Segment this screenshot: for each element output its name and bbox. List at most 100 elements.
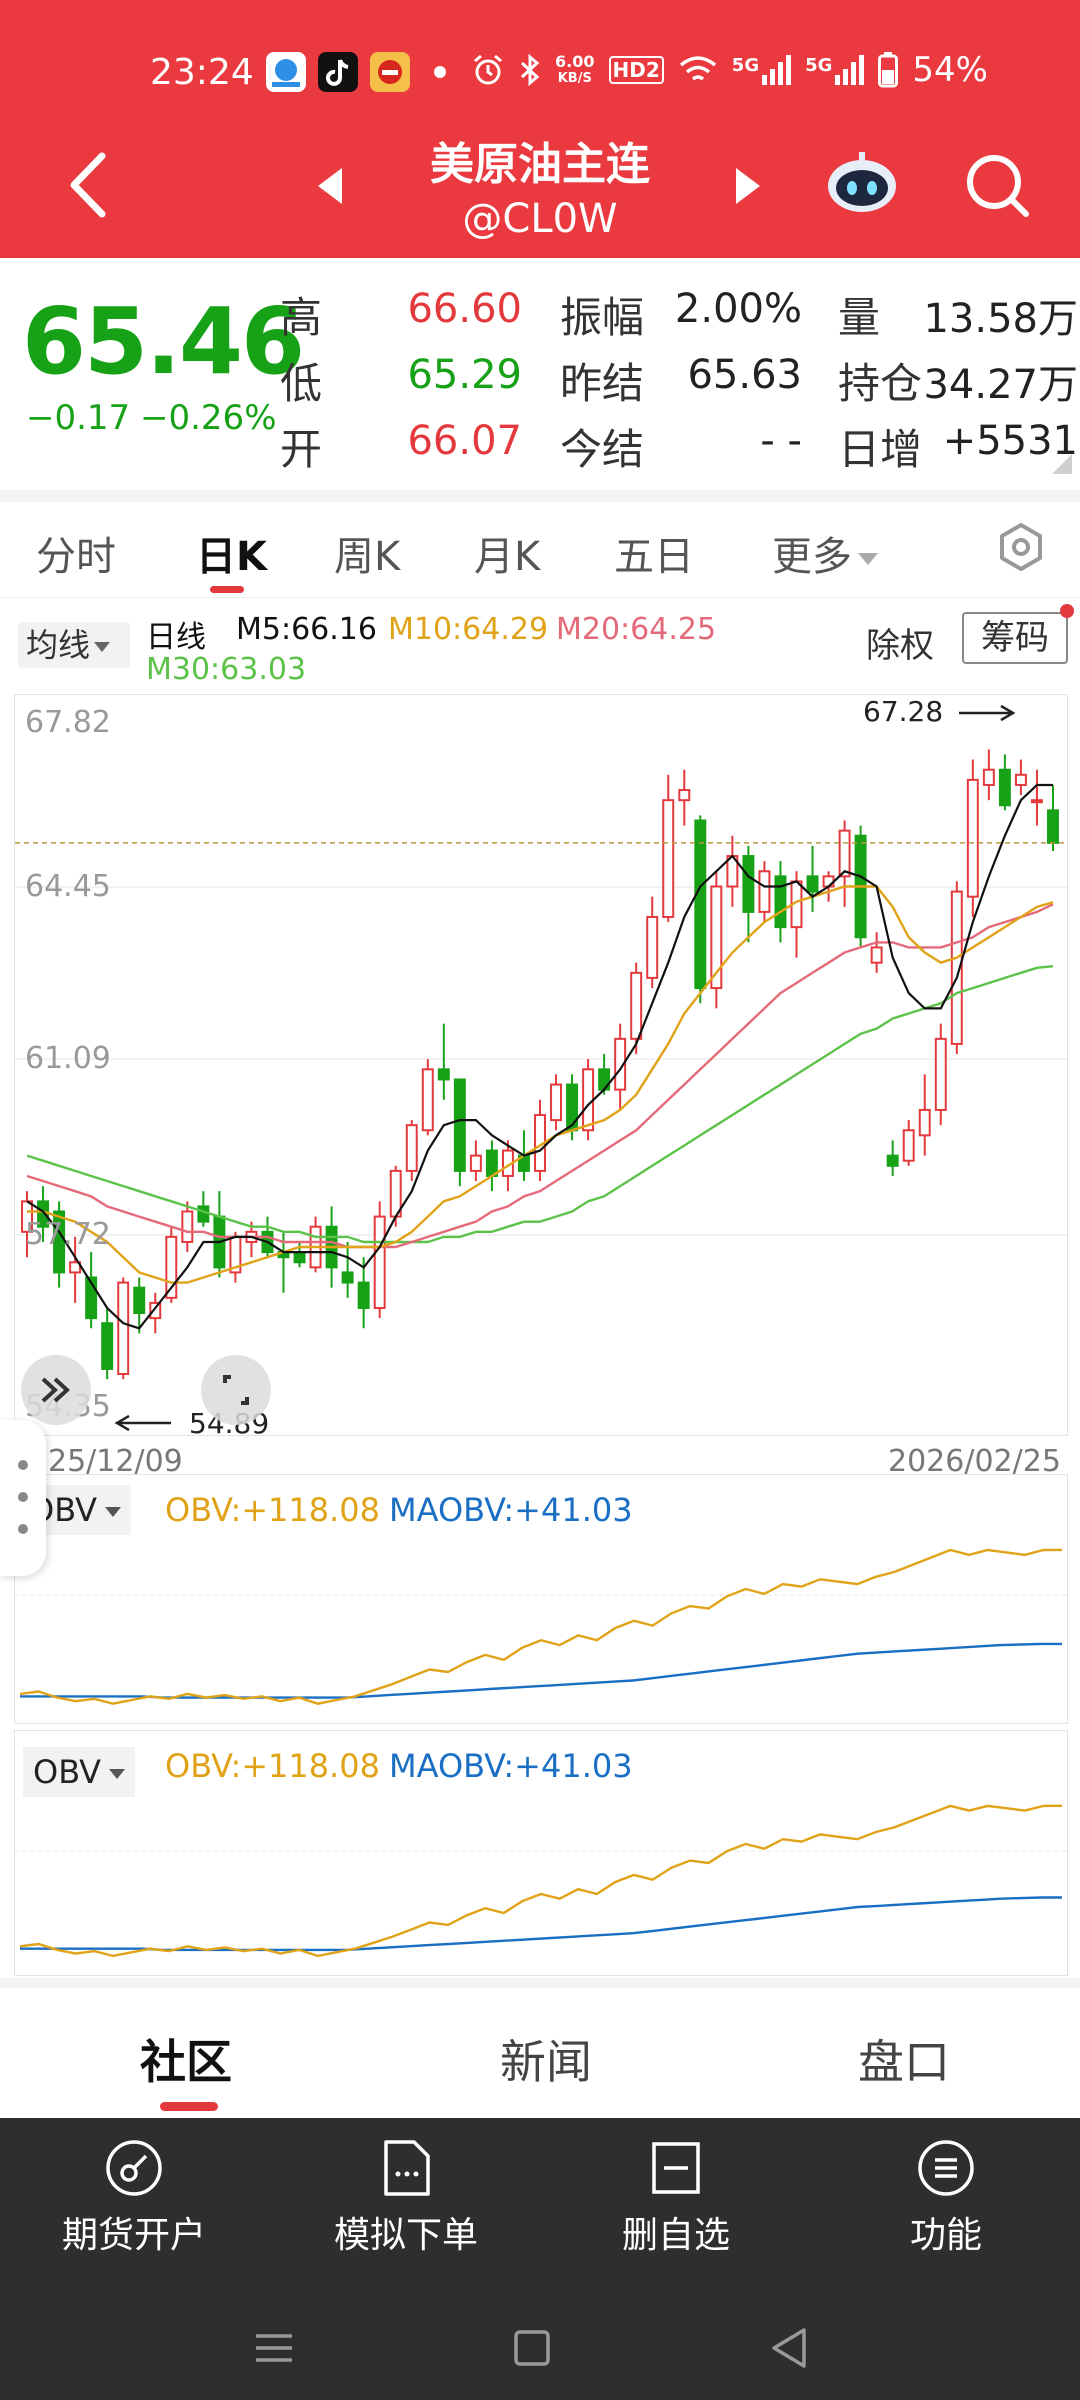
candle-body (293, 1251, 306, 1264)
ma30-value: M30:63.03 (146, 652, 307, 687)
simulated-order-button[interactable]: 模拟下单 (296, 2138, 516, 2258)
prev-settle-value: 65.63 (687, 352, 802, 398)
status-dot-icon (434, 66, 446, 78)
tab-daily-k[interactable]: 日K (196, 534, 267, 580)
system-home-icon[interactable] (502, 2318, 562, 2378)
candle-body (774, 875, 787, 929)
collapse-panel-button[interactable] (21, 1355, 91, 1425)
open-account-button[interactable]: 期货开户 (24, 2138, 244, 2258)
dot-icon (18, 1524, 28, 1534)
low-value: 65.29 (407, 352, 522, 398)
candle-body (566, 1083, 579, 1132)
candle-body (197, 1205, 210, 1223)
candle-body (69, 1261, 82, 1274)
low-label: 低 (280, 359, 323, 408)
tab-more[interactable]: 更多 (772, 524, 878, 582)
robot-assistant-icon[interactable] (824, 150, 900, 214)
ma5-value: M5:66.16 (236, 612, 377, 647)
tab-news[interactable]: 新闻 (500, 2035, 592, 2089)
candle-body (982, 768, 995, 786)
high-value: 66.60 (407, 286, 522, 332)
candle-body (918, 1108, 931, 1137)
candle-body (1014, 773, 1027, 786)
functions-button[interactable]: 功能 (836, 2138, 1056, 2258)
candle-body (614, 1037, 627, 1091)
candle-body (886, 1154, 899, 1167)
candle-body (966, 778, 979, 898)
period-label: 日线 (146, 620, 206, 655)
candle-body (165, 1235, 178, 1299)
candle-body (405, 1124, 418, 1172)
obv-panel-1[interactable]: OBV OBV:+118.08 MAOBV:+41.03 (14, 1474, 1068, 1724)
obv-svg (15, 1548, 1067, 1705)
back-arrow-icon[interactable] (60, 150, 120, 220)
tab-weekly-k[interactable]: 周K (334, 534, 401, 580)
candle-body (373, 1215, 386, 1309)
prev-contract-icon[interactable] (318, 168, 342, 204)
obv-value: OBV:+118.08 (165, 1491, 380, 1529)
app-header: 23:24 6.00 KB/S HD2 5G 5G 54% 美原油主连 @CL0W (0, 0, 1080, 258)
status-time: 23:24 (150, 52, 254, 93)
battery-icon (878, 52, 899, 88)
obv-value: OBV:+118.08 (165, 1747, 380, 1785)
candle-body (357, 1281, 370, 1309)
hd-badge: HD2 (608, 56, 664, 84)
active-tab-indicator (160, 2102, 218, 2111)
fullscreen-button[interactable] (201, 1355, 271, 1425)
remove-watchlist-button[interactable]: 删自选 (566, 2138, 786, 2258)
chevron-down-icon (858, 553, 878, 565)
side-drawer-handle[interactable] (0, 1420, 46, 1576)
game-app-icon (370, 52, 410, 92)
obv-panel-2[interactable]: OBV OBV:+118.08 MAOBV:+41.03 (14, 1730, 1068, 1976)
tab-five-day[interactable]: 五日 (614, 534, 694, 580)
kline-svg (15, 749, 1067, 1380)
candle-body (53, 1210, 66, 1274)
compass-icon (106, 2140, 162, 2196)
indicator-selector[interactable]: OBV (23, 1747, 136, 1797)
bottom-content-tabs: 社区 新闻 盘口 (0, 1988, 1080, 2118)
candle-body (630, 971, 643, 1040)
tab-community[interactable]: 社区 (140, 2035, 232, 2089)
candle-body (133, 1286, 146, 1315)
high-label: 高 (280, 293, 323, 342)
volume-value: 13.58万 (923, 296, 1078, 342)
last-price: 65.46 (22, 288, 305, 395)
candle-body (149, 1301, 162, 1320)
candle-body (341, 1271, 354, 1284)
candle-body (662, 799, 675, 918)
contract-code: @CL0W (462, 196, 618, 242)
ma10-value: M10:64.29 (388, 612, 549, 647)
chevron-down-icon (105, 1507, 122, 1517)
tab-intraday[interactable]: 分时 (36, 534, 116, 580)
kline-chart[interactable]: 67.82 64.45 61.09 57.72 54.35 67.28 54.8… (14, 694, 1068, 1440)
next-contract-icon[interactable] (736, 168, 760, 204)
signal-icon (762, 55, 792, 85)
candle-body (806, 875, 819, 893)
low-marker-arrow-icon (114, 1414, 171, 1432)
search-icon[interactable] (964, 152, 1030, 218)
tab-monthly-k[interactable]: 月K (474, 534, 541, 580)
ma-line-m10 (27, 885, 1054, 1284)
today-settle-label: 今结 (560, 425, 645, 474)
expand-corner-icon[interactable] (1052, 454, 1072, 474)
ex-rights-button[interactable]: 除权 (866, 626, 934, 666)
settings-icon[interactable] (996, 522, 1046, 572)
battery-level: 54% (912, 50, 988, 90)
candle-body (437, 1068, 450, 1081)
alarm-icon (474, 54, 503, 85)
obv-line (19, 1804, 1063, 1958)
tab-order-book[interactable]: 盘口 (858, 2035, 950, 2089)
system-back-icon[interactable] (760, 2318, 820, 2378)
maobv-line (20, 1642, 1062, 1699)
bottom-toolbar: 期货开户 模拟下单 删自选 功能 (0, 2118, 1080, 2400)
ma-selector[interactable]: 均线 (18, 622, 130, 668)
quote-panel: 65.46 −0.17 −0.26% 高 66.60 振幅 2.00% 量 13… (0, 258, 1080, 490)
chip-distribution-button[interactable]: 筹码 (962, 612, 1068, 664)
minus-square-icon (652, 2142, 700, 2194)
candle-body (85, 1276, 98, 1320)
active-tab-indicator (210, 586, 244, 593)
maobv-value: MAOBV:+41.03 (389, 1491, 633, 1529)
candle-body (694, 819, 707, 990)
system-menu-icon[interactable] (244, 2318, 304, 2378)
candle-body (453, 1078, 466, 1172)
